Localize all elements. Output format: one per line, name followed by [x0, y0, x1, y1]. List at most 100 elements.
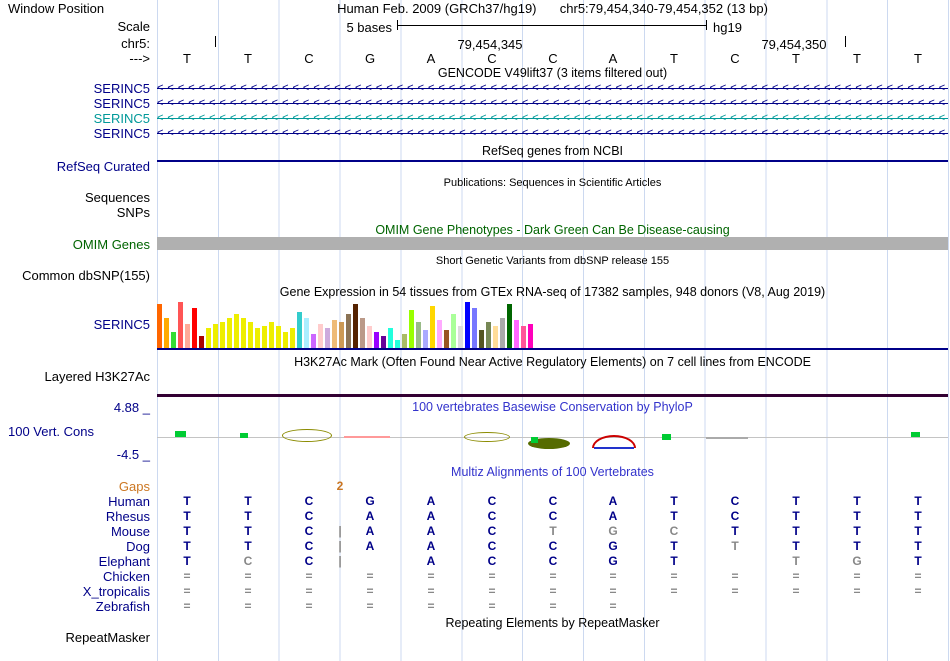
alignment-base: = — [488, 569, 496, 583]
gtex-expression-bars[interactable] — [157, 300, 948, 348]
layered-h3k27ac-label[interactable]: Layered H3K27Ac — [44, 369, 150, 384]
multiz-row-mouse[interactable]: Mouse T T C | A A C T G C T T T T — [0, 524, 950, 539]
multiz-row-rhesus[interactable]: Rhesus T T C A A C C A T C T T T — [0, 509, 950, 524]
base-letter: T — [853, 51, 861, 66]
phylop-track-title[interactable]: 100 vertebrates Basewise Conservation by… — [412, 400, 693, 414]
multiz-track-title[interactable]: Multiz Alignments of 100 Vertebrates — [451, 465, 654, 479]
base-letter: C — [304, 51, 314, 66]
snps-label[interactable]: SNPs — [116, 205, 150, 220]
alignment-base: C — [243, 554, 253, 568]
refseq-gene-line[interactable] — [157, 160, 948, 162]
alignment-base: C — [304, 539, 314, 553]
alignment-base: = — [183, 599, 191, 613]
gtex-tissue-bar — [500, 318, 505, 348]
phylop-glyph-rect — [662, 434, 671, 440]
base-letter: T — [792, 51, 800, 66]
gencode-track-title[interactable]: GENCODE V49lift37 (3 items filtered out) — [437, 66, 668, 80]
refseq-track-title[interactable]: RefSeq genes from NCBI — [481, 144, 624, 158]
h3k27ac-signal-line[interactable] — [157, 394, 948, 397]
gene-label[interactable]: SERINC5 — [93, 126, 150, 141]
gene-direction-arrows: <<<<<<<<<<<<<<<<<<<<<<<<<<<<<<<<<<<<<<<<… — [157, 126, 948, 141]
h3k27ac-track-title[interactable]: H3K27Ac Mark (Often Found Near Active Re… — [294, 355, 811, 369]
alignment-base: = — [670, 569, 678, 583]
phylop-glyph-line — [706, 437, 748, 439]
omim-track-title[interactable]: OMIM Gene Phenotypes - Dark Green Can Be… — [375, 223, 730, 237]
phylop-zero-line — [157, 437, 948, 438]
alignment-base: = — [853, 584, 861, 598]
sequences-label[interactable]: Sequences — [84, 190, 150, 205]
gene-label[interactable]: SERINC5 — [93, 96, 150, 111]
publications-track-title[interactable]: Publications: Sequences in Scientific Ar… — [443, 177, 662, 189]
cons-track-label[interactable]: 100 Vert. Cons — [8, 424, 94, 439]
base-letter: T — [183, 51, 191, 66]
repeatmasker-label[interactable]: RepeatMasker — [65, 630, 150, 645]
multiz-row-human[interactable]: Human T T C G A C C A T C T T T — [0, 494, 950, 509]
gene-row-serinc5-3[interactable]: SERINC5 <<<<<<<<<<<<<<<<<<<<<<<<<<<<<<<<<… — [0, 111, 950, 126]
alignment-base: C — [669, 524, 679, 538]
alignment-base: T — [244, 524, 252, 538]
phylop-glyph-rect — [911, 432, 920, 437]
alignment-base: A — [608, 509, 618, 523]
gtex-gene-label[interactable]: SERINC5 — [93, 317, 150, 332]
multiz-row-elephant[interactable]: Elephant T C C | A C C G T T G T — [0, 554, 950, 569]
chrom-label: chr5: — [121, 36, 150, 51]
alignment-base: = — [609, 599, 617, 613]
gtex-tissue-bar — [507, 304, 512, 348]
gtex-tissue-bar — [479, 330, 484, 348]
ruler-tick-right — [845, 36, 846, 47]
multiz-species-label: Gaps — [118, 479, 150, 494]
alignment-base: = — [488, 599, 496, 613]
multiz-row-zebrafish[interactable]: Zebrafish = = = = = = = = — [0, 599, 950, 614]
refseq-curated-label[interactable]: RefSeq Curated — [56, 159, 150, 174]
alignment-base: C — [487, 509, 497, 523]
alignment-base: = — [609, 584, 617, 598]
dbsnp-track-title[interactable]: Short Genetic Variants from dbSNP releas… — [435, 255, 670, 267]
omim-gene-bar[interactable] — [157, 237, 948, 250]
alignment-base: T — [792, 554, 800, 568]
multiz-row-gaps[interactable]: Gaps 2 — [0, 479, 950, 494]
gene-label[interactable]: SERINC5 — [93, 81, 150, 96]
alignment-base: A — [608, 494, 618, 508]
gtex-tissue-bar — [269, 322, 274, 348]
gtex-tissue-bar — [367, 326, 372, 348]
gene-label[interactable]: SERINC5 — [93, 111, 150, 126]
alignment-base: = — [549, 584, 557, 598]
alignment-base: T — [792, 494, 800, 508]
multiz-species-label: Zebrafish — [95, 599, 150, 614]
scale-genome: hg19 — [713, 20, 742, 35]
gtex-tissue-bar — [528, 324, 533, 348]
gtex-tissue-bar — [416, 322, 421, 348]
gtex-tissue-bar — [493, 326, 498, 348]
gene-row-serinc5-2[interactable]: SERINC5 <<<<<<<<<<<<<<<<<<<<<<<<<<<<<<<<<… — [0, 96, 950, 111]
alignment-base: = — [366, 569, 374, 583]
multiz-row-dog[interactable]: Dog T T C | A A C C G T T T T T — [0, 539, 950, 554]
multiz-species-label: Rhesus — [105, 509, 150, 524]
gtex-tissue-bar — [423, 330, 428, 348]
gene-row-serinc5-4[interactable]: SERINC5 <<<<<<<<<<<<<<<<<<<<<<<<<<<<<<<<<… — [0, 126, 950, 141]
gtex-tissue-bar — [185, 324, 190, 348]
multiz-alignment-rows[interactable]: Gaps 2 Human T T C G A C C A T C T T T Rhesus T T C A A C C A T C T… — [0, 479, 950, 614]
base-letter: A — [426, 51, 436, 66]
alignment-base: C — [304, 554, 314, 568]
gtex-tissue-bar — [283, 332, 288, 348]
alignment-base: T — [853, 494, 861, 508]
repeatmasker-track-title[interactable]: Repeating Elements by RepeatMasker — [445, 616, 660, 630]
phylop-glyph-rect — [531, 437, 538, 443]
alignment-base: = — [366, 599, 374, 613]
gtex-tissue-bar — [227, 318, 232, 348]
alignment-base: A — [365, 509, 375, 523]
gtex-track-title[interactable]: Gene Expression in 54 tissues from GTEx … — [279, 285, 826, 299]
gtex-tissue-bar — [360, 318, 365, 348]
multiz-row-chicken[interactable]: Chicken = = = = = = = = = = = = = — [0, 569, 950, 584]
multiz-species-label: Dog — [126, 539, 150, 554]
alignment-base: T — [914, 494, 922, 508]
base-letter: T — [914, 51, 922, 66]
gene-row-serinc5-1[interactable]: SERINC5 <<<<<<<<<<<<<<<<<<<<<<<<<<<<<<<<<… — [0, 81, 950, 96]
common-dbsnp-label[interactable]: Common dbSNP(155) — [22, 268, 150, 283]
omim-genes-label[interactable]: OMIM Genes — [72, 237, 150, 252]
alignment-base: = — [427, 569, 435, 583]
multiz-species-label: Mouse — [110, 524, 150, 539]
multiz-row-x_tropicalis[interactable]: X_tropicalis = = = = = = = = = = = = = — [0, 584, 950, 599]
